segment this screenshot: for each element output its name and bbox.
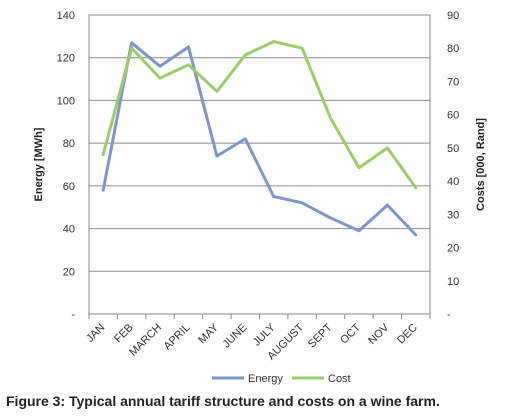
legend-label-cost: Cost [328, 373, 351, 385]
right-axis-title: Costs [000, Rand] [475, 118, 487, 211]
series-lines [101, 40, 418, 237]
series-line-energy [101, 41, 418, 237]
left-tick-label: 80 [63, 138, 75, 150]
right-tick-label: 20 [447, 243, 459, 255]
left-tick-label: 100 [57, 95, 75, 107]
right-axis-tick-labels: - 10 20 30 40 50 60 70 80 90 [447, 10, 459, 321]
left-tick-label: 20 [63, 266, 75, 278]
x-tick-label: NOV [366, 321, 392, 347]
left-tick-label: 140 [57, 10, 75, 22]
right-tick-label: 10 [447, 276, 459, 288]
right-tick-label: 60 [447, 110, 459, 122]
x-tick-label: JAN [84, 322, 107, 345]
left-axis-tick-labels: - 20 40 60 80 100 120 140 [57, 10, 76, 321]
series-line-cost [101, 40, 418, 190]
left-tick-label: 60 [63, 181, 75, 193]
left-tick-label: 40 [63, 224, 75, 236]
left-axis-title: Energy [MWh] [33, 127, 45, 201]
x-tick-label: SEPT [306, 321, 335, 350]
right-tick-label: 50 [447, 143, 459, 155]
x-tick-label: DEC [395, 322, 420, 347]
gridlines [89, 57, 430, 272]
chart: - 20 40 60 80 100 120 140 - 10 20 30 40 50 60 70 80 90 J… [33, 10, 487, 385]
left-tick-label: - [71, 309, 75, 321]
x-axis-ticks [88, 314, 431, 319]
legend: Energy Cost [212, 373, 351, 385]
figure-caption: Figure 3: Typical annual tariff structur… [6, 393, 440, 409]
right-tick-label: 70 [447, 76, 459, 88]
right-tick-label: 30 [447, 209, 459, 221]
right-tick-label: 80 [447, 43, 459, 55]
x-tick-label: OCT [338, 321, 363, 346]
left-tick-label: 120 [57, 53, 75, 65]
x-tick-label: JUNE [221, 322, 250, 351]
right-tick-label: 40 [447, 176, 459, 188]
x-tick-label: APRIL [162, 322, 193, 353]
x-tick-label: MAY [196, 321, 221, 346]
right-tick-label: - [447, 309, 451, 321]
right-tick-label: 90 [447, 10, 459, 22]
legend-label-energy: Energy [248, 373, 283, 385]
x-tick-label: FEB [112, 322, 136, 346]
